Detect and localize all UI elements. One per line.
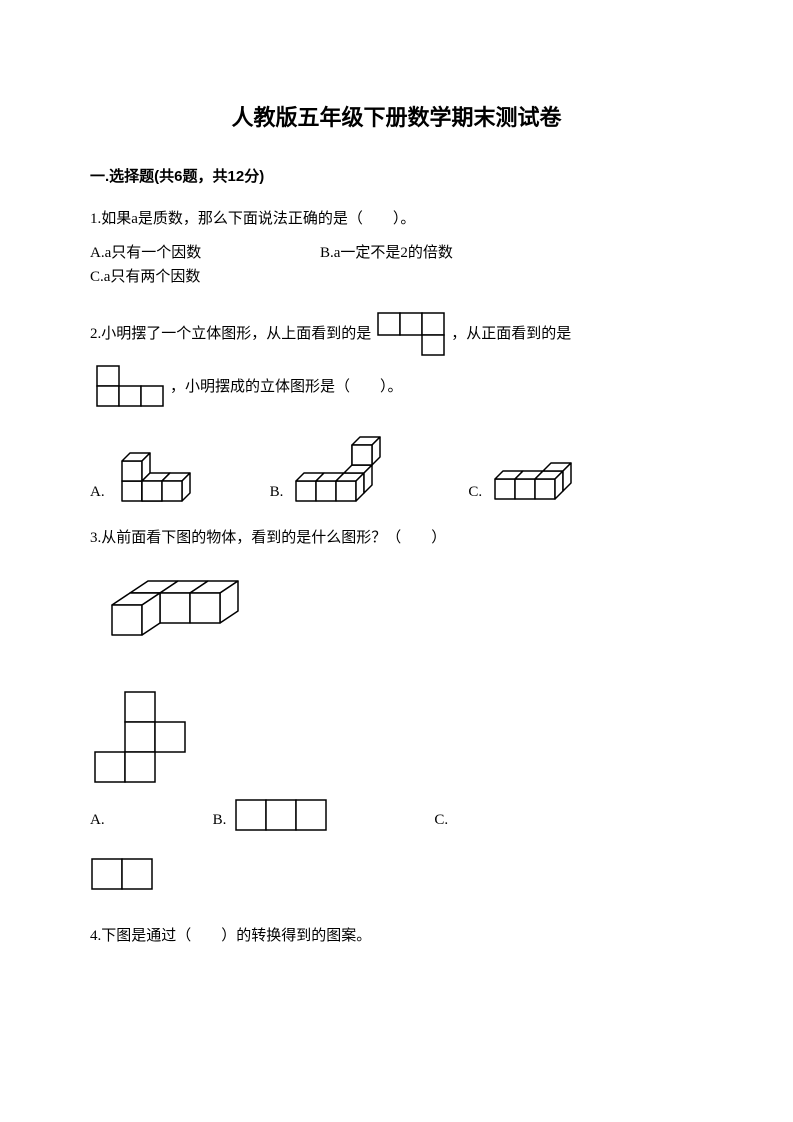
q3-options-row: A. B. C. <box>90 798 703 832</box>
q2-line2: ，小明摆成的立体图形是（ ）。 <box>90 364 703 409</box>
q2-text-1a: 2.小明摆了一个立体图形，从上面看到的是 <box>90 322 371 346</box>
section-header: 一.选择题(共6题，共12分) <box>90 165 703 189</box>
cube-figure-c-icon <box>487 449 607 504</box>
front-view-icon <box>95 364 165 409</box>
cube-figure-a-icon <box>110 429 210 504</box>
question-1: 1.如果a是质数，那么下面说法正确的是（ ）。 A.a只有一个因数 B.a一定不… <box>90 207 703 289</box>
question-3: 3.从前面看下图的物体，看到的是什么图形？（ ） <box>90 526 703 899</box>
question-4: 4.下图是通过（ ）的转换得到的图案。 <box>90 924 703 948</box>
q4-text: 4.下图是通过（ ）的转换得到的图案。 <box>90 924 703 948</box>
q2-optB-label: B. <box>270 480 284 504</box>
q2-option-c: C. <box>468 449 607 504</box>
cube-figure-b-icon <box>288 429 408 504</box>
q3-optA-label: A. <box>90 808 105 832</box>
q2-option-b: B. <box>270 429 409 504</box>
question-2: 2.小明摆了一个立体图形，从上面看到的是 ，从正面看到的是 ，小明摆成的立体图形… <box>90 311 703 504</box>
q3-optA-shape-icon <box>90 688 220 788</box>
q3-option-c: C. <box>434 808 456 832</box>
page-title: 人教版五年级下册数学期末测试卷 <box>90 100 703 135</box>
q1-options: A.a只有一个因数 B.a一定不是2的倍数 C.a只有两个因数 <box>90 241 703 289</box>
q3-optC-label: C. <box>434 808 448 832</box>
q3-option-b: B. <box>213 798 335 832</box>
q3-optB-label: B. <box>213 808 227 832</box>
q2-text-2: ，小明摆成的立体图形是（ ）。 <box>170 375 403 399</box>
q3-optC-figure <box>90 857 703 899</box>
q2-option-a: A. <box>90 429 210 504</box>
q1-option-c: C.a只有两个因数 <box>90 265 200 289</box>
q1-option-a: A.a只有一个因数 <box>90 241 290 265</box>
q2-line1: 2.小明摆了一个立体图形，从上面看到的是 ，从正面看到的是 <box>90 311 703 356</box>
q3-main-figure <box>90 565 703 663</box>
q2-text-1b: ，从正面看到的是 <box>451 322 571 346</box>
q1-text: 1.如果a是质数，那么下面说法正确的是（ ）。 <box>90 207 703 231</box>
q2-optA-label: A. <box>90 480 105 504</box>
q3-option-a: A. <box>90 808 113 832</box>
q3-text: 3.从前面看下图的物体，看到的是什么图形？（ ） <box>90 526 703 550</box>
q1-option-b: B.a一定不是2的倍数 <box>320 241 540 265</box>
q2-options: A. <box>90 429 703 504</box>
q2-optC-label: C. <box>468 480 482 504</box>
q3-optB-shape-icon <box>234 798 334 832</box>
top-view-icon <box>376 311 446 356</box>
q3-optC-shape-icon <box>90 857 160 891</box>
q3-solid-icon <box>90 565 290 655</box>
q3-optA-figure <box>90 688 703 796</box>
